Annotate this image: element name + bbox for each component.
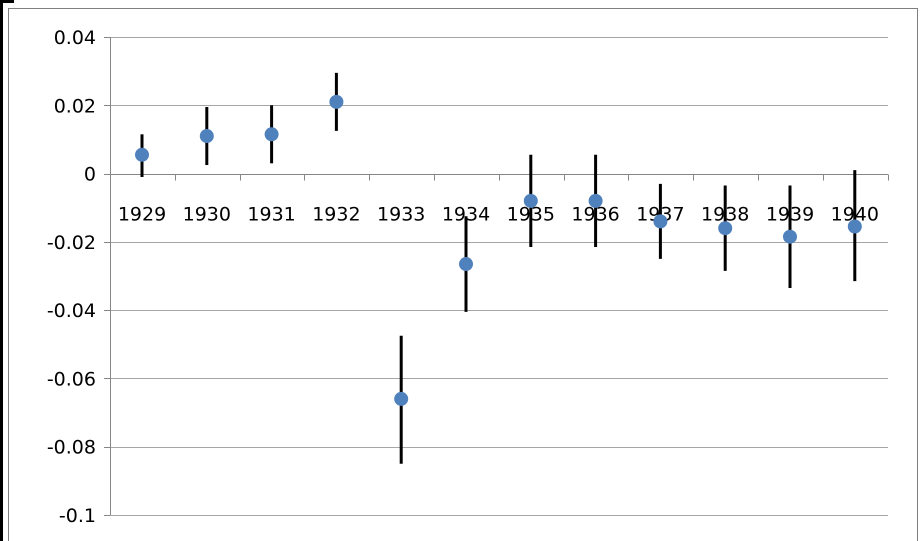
data-point <box>135 147 149 162</box>
data-point <box>847 219 862 234</box>
data-point <box>459 257 473 272</box>
x-tick-label: 1932 <box>312 204 360 226</box>
x-tick-label: 1930 <box>183 204 231 226</box>
y-tick-labels: 0.04 0.02 0 -0.02 -0.04 -0.06 -0.08 -0.1 <box>47 27 96 527</box>
y-tick-label: -0.06 <box>47 368 96 390</box>
data-point <box>588 193 603 208</box>
y-tick-label: 0.02 <box>54 95 96 117</box>
y-tick-label: -0.02 <box>47 232 96 254</box>
chart-border <box>8 8 918 541</box>
x-tick-label: 1929 <box>118 204 166 226</box>
y-tick-label: -0.08 <box>47 437 96 459</box>
data-point <box>718 221 733 236</box>
data-point <box>653 214 668 229</box>
x-tick-label: 1933 <box>377 204 425 226</box>
x-tick-labels: 1929193019311932193319341935193619371938… <box>118 204 879 226</box>
y-tick-label: 0.04 <box>54 27 96 49</box>
y-tick-label: -0.1 <box>59 505 96 527</box>
x-tick-label: 1931 <box>247 204 295 226</box>
data-point <box>523 193 538 208</box>
data-point <box>264 127 279 142</box>
data-points <box>135 94 862 406</box>
corner-mark <box>0 0 14 541</box>
data-point <box>783 229 797 244</box>
data-point <box>329 94 344 109</box>
data-point <box>199 129 214 144</box>
x-tick-label: 1934 <box>442 204 490 226</box>
y-tick-label: -0.04 <box>47 300 96 322</box>
axes <box>104 37 889 516</box>
data-point <box>394 391 409 406</box>
y-tick-label: 0 <box>84 164 96 186</box>
gridlines <box>110 37 888 516</box>
